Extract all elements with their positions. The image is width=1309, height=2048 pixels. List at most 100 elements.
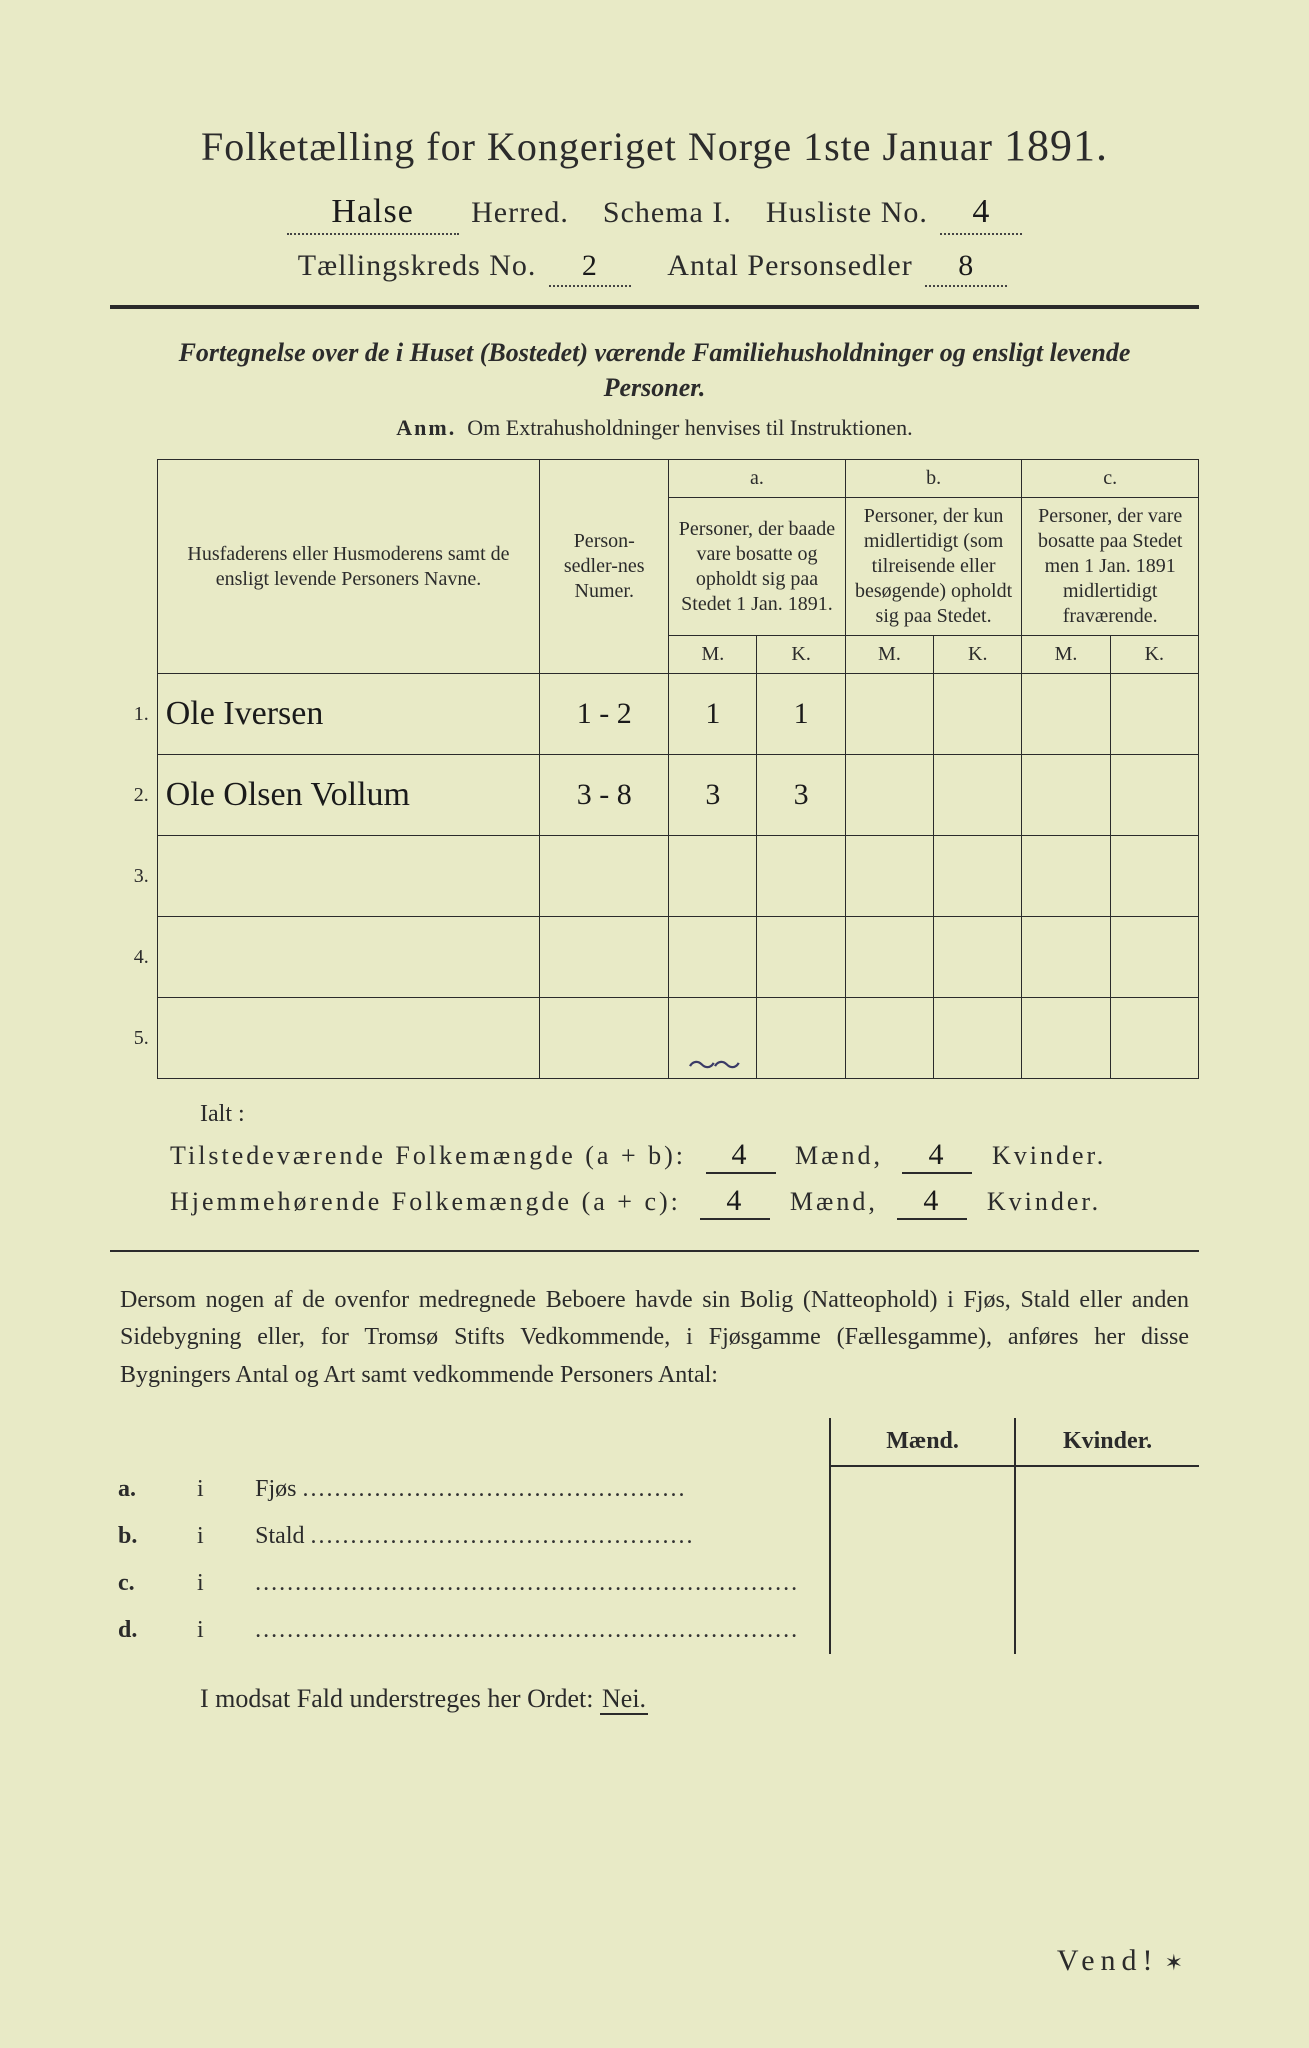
mk-cell (845, 674, 933, 755)
lower-building-name: Stald ..................................… (247, 1513, 830, 1560)
divider-1 (110, 305, 1199, 309)
hjemme-m: 4 (726, 1184, 744, 1217)
col-c-letter: c. (1022, 460, 1199, 498)
col-header-names-text: Husfaderens eller Husmoderens samt de en… (187, 543, 509, 590)
husliste-field: 4 (940, 193, 1022, 235)
mk-cell (1022, 998, 1110, 1079)
tilstede-label: Tilstedeværende Folkemængde (a + b): (170, 1141, 686, 1170)
lower-m-cell (830, 1560, 1015, 1607)
person-sedler-num (540, 917, 669, 998)
husliste-value: 4 (972, 193, 990, 230)
census-form-page: Folketælling for Kongeriget Norge 1ste J… (0, 0, 1309, 2048)
mk-cell (845, 836, 933, 917)
mk-cell (757, 998, 845, 1079)
lower-k-cell (1015, 1560, 1199, 1607)
mk-cell: ～～ (669, 998, 757, 1079)
husliste-label: Husliste No. (766, 196, 928, 229)
table-header-row-1: Husfaderens eller Husmoderens samt de en… (110, 460, 1199, 498)
hjemme-label: Hjemmehørende Folkemængde (a + c): (170, 1187, 681, 1216)
lower-building-name: ........................................… (247, 1560, 830, 1607)
lower-row-label: d. (110, 1607, 189, 1654)
mk-cell (757, 836, 845, 917)
col-b-k: K. (934, 636, 1022, 674)
mk-cell: 1 (669, 674, 757, 755)
mk-cell (669, 836, 757, 917)
squiggle-mark: ～～ (688, 1051, 738, 1082)
herred-value: Halse (331, 193, 413, 230)
anm-text: Om Extrahusholdninger henvises til Instr… (467, 415, 912, 440)
mk-cell (1022, 755, 1110, 836)
maend-label-2: Mænd, (790, 1187, 878, 1216)
lower-i: i (189, 1560, 247, 1607)
mk-cell (1110, 674, 1198, 755)
hjemme-k: 4 (923, 1184, 941, 1217)
side-building-table: Mænd. Kvinder. a.iFjøs .................… (110, 1418, 1199, 1654)
row-number: 2. (110, 755, 157, 836)
name-cell (157, 917, 540, 998)
table-row: 2.Ole Olsen Vollum3 - 833 (110, 755, 1199, 836)
name-cell (157, 836, 540, 917)
table-row: 4. (110, 917, 1199, 998)
herred-label: Herred. (471, 196, 569, 229)
antal-label: Antal Personsedler (667, 249, 912, 282)
tilstede-k: 4 (928, 1138, 946, 1171)
col-a-letter: a. (669, 460, 846, 498)
lower-hdr-k: Kvinder. (1015, 1418, 1199, 1466)
mk-cell (934, 836, 1022, 917)
col-a-header: Personer, der baade vare bosatte og opho… (669, 498, 846, 636)
person-name: Ole Iversen (166, 695, 324, 732)
table-row: 1.Ole Iversen1 - 211 (110, 674, 1199, 755)
mk-cell (1022, 917, 1110, 998)
nei-line: I modsat Fald understreges her Ordet: Ne… (200, 1684, 1199, 1714)
lower-m-cell (830, 1513, 1015, 1560)
title-prefix: Folketælling for Kongeriget Norge 1ste J… (201, 124, 993, 169)
kvinder-label-2: Kvinder. (987, 1187, 1101, 1216)
page-title: Folketælling for Kongeriget Norge 1ste J… (110, 120, 1199, 171)
row-number: 5. (110, 998, 157, 1079)
vend-label: Vend! (1057, 1944, 1189, 1978)
mk-cell (1022, 836, 1110, 917)
totals-line-hjemme: Hjemmehørende Folkemængde (a + c): 4 Mæn… (170, 1184, 1199, 1220)
mk-cell: 3 (757, 755, 845, 836)
person-name: Ole Olsen Vollum (166, 776, 410, 813)
kreds-field: 2 (549, 249, 631, 287)
nei-word: Nei. (600, 1684, 648, 1715)
mk-cell (845, 755, 933, 836)
lower-k-cell (1015, 1513, 1199, 1560)
lower-building-name: ........................................… (247, 1607, 830, 1654)
mk-cell (669, 917, 757, 998)
lower-row: d.i.....................................… (110, 1607, 1199, 1654)
person-sedler-num (540, 998, 669, 1079)
mk-cell (934, 917, 1022, 998)
mk-cell (934, 998, 1022, 1079)
person-sedler-num: 3 - 8 (540, 755, 669, 836)
lower-i: i (189, 1513, 247, 1560)
col-header-number: Person-sedler-nes Numer. (540, 460, 669, 674)
table-row: 3. (110, 836, 1199, 917)
antal-value: 8 (958, 249, 974, 282)
col-b-header: Personer, der kun midlertidigt (som tilr… (845, 498, 1022, 636)
col-header-names: Husfaderens eller Husmoderens samt de en… (157, 460, 540, 674)
col-b-m: M. (845, 636, 933, 674)
mk-cell (934, 755, 1022, 836)
row-number: 4. (110, 917, 157, 998)
mk-cell: 3 (669, 755, 757, 836)
mk-cell (845, 917, 933, 998)
mk-cell (845, 998, 933, 1079)
mk-cell: 1 (757, 674, 845, 755)
maend-label-1: Mænd, (795, 1141, 883, 1170)
lower-row: a.iFjøs ................................… (110, 1466, 1199, 1513)
nei-prefix: I modsat Fald understreges her Ordet: (200, 1684, 594, 1713)
header-line-2: Halse Herred. Schema I. Husliste No. 4 (110, 193, 1199, 235)
divider-2 (110, 1250, 1199, 1252)
tilstede-m: 4 (732, 1138, 750, 1171)
schema-label: Schema I. (603, 196, 732, 229)
side-building-paragraph: Dersom nogen af de ovenfor medregnede Be… (120, 1282, 1189, 1394)
lower-row-label: a. (110, 1466, 189, 1513)
col-c-k: K. (1110, 636, 1198, 674)
herred-field: Halse (287, 193, 459, 235)
household-table: Husfaderens eller Husmoderens samt de en… (110, 459, 1199, 1079)
col-a-m: M. (669, 636, 757, 674)
table-row: 5. ～～ (110, 998, 1199, 1079)
lower-hdr-m: Mænd. (830, 1418, 1015, 1466)
